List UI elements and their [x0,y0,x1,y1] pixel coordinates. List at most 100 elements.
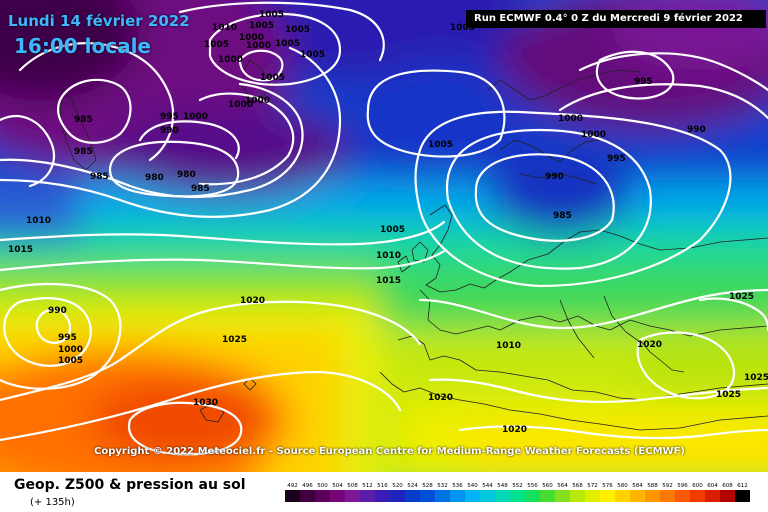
legend-tick-label: 496 [302,483,313,489]
legend-color-swatch [495,490,510,502]
isobar-label: 1020 [240,296,265,306]
isobar-label: 1025 [729,292,754,302]
isobar-label: 1000 [245,96,270,106]
legend-color-swatch [525,490,540,502]
isobar-label: 995 [607,154,626,164]
legend-color-swatch [735,490,750,502]
legend-color-swatch [690,490,705,502]
isobar-label: 1000 [581,130,606,140]
isobar-label: 1015 [8,245,33,255]
legend-tick-label: 544 [482,483,493,489]
isobar-label: 980 [145,173,164,183]
isobar-label: 1025 [744,373,768,383]
isobar-label: 990 [48,306,67,316]
legend-color-swatch [375,490,390,502]
legend-color-swatch [585,490,600,502]
legend-tick-label: 536 [452,483,463,489]
legend-tick-label: 564 [557,483,568,489]
isobar-label: 1005 [259,10,284,20]
legend-color-swatch [345,490,360,502]
isobar-label: 1010 [212,23,237,33]
isobar-label: 1025 [716,390,741,400]
isobar-label: 995 [58,333,77,343]
legend-color-swatch [510,490,525,502]
legend-color-swatch [600,490,615,502]
legend-tick-label: 584 [632,483,643,489]
isobar-labels: 1005 1010 1005 1000 1005 1005 1000 1000 … [8,10,768,435]
isobar-label: 1005 [428,140,453,150]
isobar-label: 980 [177,170,196,180]
isobar-label: 1000 [558,114,583,124]
isobar-label: 1005 [380,225,405,235]
isobar-label: 1020 [502,425,527,435]
legend-color-swatch [300,490,315,502]
legend-tick-label: 508 [347,483,358,489]
forecast-time: 16:00 locale [14,34,151,58]
forecast-lead-time: (+ 135h) [30,497,75,508]
legend-tick-label: 516 [377,483,388,489]
color-scale-legend: 492 496 500 504 508 512 516 520 524 528 532 536 540 5… [285,483,750,502]
legend-tick-label: 492 [287,483,298,489]
legend-tick-label: 596 [677,483,688,489]
legend-color-swatch [630,490,645,502]
legend-tick-label: 512 [362,483,373,489]
isobar-label: 1005 [300,50,325,60]
legend-color-swatch [705,490,720,502]
legend-color-swatch [540,490,555,502]
legend-color-swatch [285,490,300,502]
isobar-label: 985 [191,184,210,194]
legend-tick-label: 600 [692,483,703,489]
legend-color-swatch [570,490,585,502]
isobar-label: 1025 [222,335,247,345]
legend-color-swatch [360,490,375,502]
legend-tick-label: 588 [647,483,658,489]
legend-color-swatch [405,490,420,502]
legend-color-swatch [720,490,735,502]
legend-color-swatch [645,490,660,502]
isobar-label: 990 [160,126,179,136]
isobars [0,1,768,456]
isobar-label: 1000 [246,41,271,51]
legend-tick-label: 560 [542,483,553,489]
isobar-label: 1005 [58,356,83,366]
legend-tick-label: 612 [737,483,748,489]
legend-tick-label: 556 [527,483,538,489]
isobar-label: 1000 [58,345,83,355]
isobar-label: 1015 [376,276,401,286]
legend-tick-label: 604 [707,483,718,489]
legend-color-swatch [480,490,495,502]
legend-color-swatch [675,490,690,502]
legend-tick-label: 552 [512,483,523,489]
isobar-label: 1010 [496,341,521,351]
isobar-label: 1020 [637,340,662,350]
isobar-label: 1005 [249,21,274,31]
isobar-label: 985 [74,147,93,157]
isobar-label: 1005 [204,40,229,50]
legend-tick-label: 504 [332,483,343,489]
legend-color-swatch [330,490,345,502]
legend-tick-label: 528 [422,483,433,489]
legend-tick-label: 548 [497,483,508,489]
model-run-label: Run ECMWF 0.4° 0 Z du Mercredi 9 février… [466,10,766,28]
isobar-label: 1000 [218,55,243,65]
isobar-label: 995 [160,112,179,122]
isobar-label: 1005 [450,23,475,33]
geopotential-field [0,0,768,472]
isobar-label: 1020 [428,393,453,403]
legend-color-swatch [465,490,480,502]
legend-color-swatch [555,490,570,502]
legend-tick-label: 568 [572,483,583,489]
legend-tick-label: 572 [587,483,598,489]
map-title: Geop. Z500 & pression au sol [14,477,246,493]
legend-tick-label: 520 [392,483,403,489]
legend-tick-label: 500 [317,483,328,489]
legend-color-swatch [435,490,450,502]
isobar-label: 1000 [228,100,253,110]
isobar-label: 1000 [239,33,264,43]
isobar-label: 990 [545,172,564,182]
legend-tick-label: 540 [467,483,478,489]
legend-color-swatch [660,490,675,502]
isobar-label: 985 [74,115,93,125]
isobar-label: 985 [90,172,109,182]
legend-tick-label: 580 [617,483,628,489]
